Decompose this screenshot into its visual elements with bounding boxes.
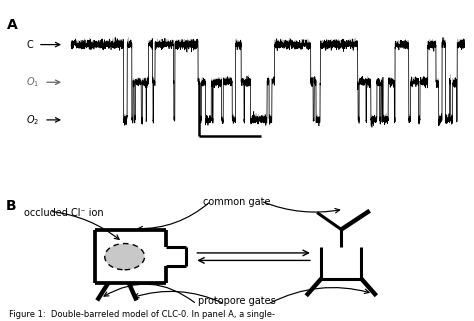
Text: C: C	[26, 39, 33, 49]
Text: $O_2$: $O_2$	[26, 113, 39, 127]
Text: B: B	[6, 199, 16, 213]
Text: common gate: common gate	[203, 197, 271, 207]
Text: occluded Cl⁻ ion: occluded Cl⁻ ion	[24, 208, 103, 218]
Circle shape	[105, 244, 145, 270]
Text: $O_1$: $O_1$	[26, 75, 39, 89]
Text: protopore gates: protopore gates	[198, 296, 276, 306]
Text: Figure 1:  Double-barreled model of CLC-0. In panel A, a single-: Figure 1: Double-barreled model of CLC-0…	[9, 310, 275, 319]
Text: A: A	[7, 18, 18, 32]
